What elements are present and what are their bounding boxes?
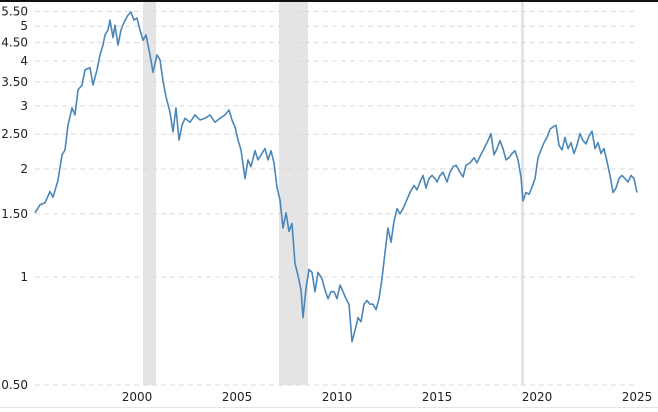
x-tick-label: 2025 bbox=[622, 390, 653, 404]
x-tick-label: 2015 bbox=[422, 390, 453, 404]
y-tick-label: 1.50 bbox=[1, 207, 28, 221]
y-tick-label: 3 bbox=[20, 99, 28, 113]
recession-band bbox=[279, 2, 308, 385]
x-tick-label: 2010 bbox=[322, 390, 353, 404]
y-tick-label: 0.50 bbox=[1, 378, 28, 392]
data-line bbox=[34, 11, 638, 343]
y-tick-label: 5 bbox=[20, 19, 28, 33]
y-tick-label: 3.50 bbox=[1, 75, 28, 89]
x-axis-labels: 2000 2005 2010 2015 2020 2025 bbox=[122, 390, 653, 404]
gridlines bbox=[35, 10, 637, 386]
x-tick-label: 2000 bbox=[122, 390, 153, 404]
x-tick-label: 2005 bbox=[222, 390, 253, 404]
top-border bbox=[0, 0, 658, 2]
y-tick-label: 4.50 bbox=[1, 36, 28, 50]
y-tick-label: 5.50 bbox=[1, 4, 28, 18]
y-tick-label: 4 bbox=[20, 54, 28, 68]
y-tick-label: 1 bbox=[20, 270, 28, 284]
y-tick-label: 2.50 bbox=[1, 127, 28, 141]
y-axis-labels: 5.505 4.50 4 3.50 3 2.50 2 1.50 1 0.50 bbox=[1, 4, 28, 392]
recession-band bbox=[143, 2, 156, 385]
y-tick-label: 2 bbox=[20, 162, 28, 176]
x-tick-label: 2020 bbox=[522, 390, 553, 404]
recession-bands bbox=[143, 2, 524, 385]
